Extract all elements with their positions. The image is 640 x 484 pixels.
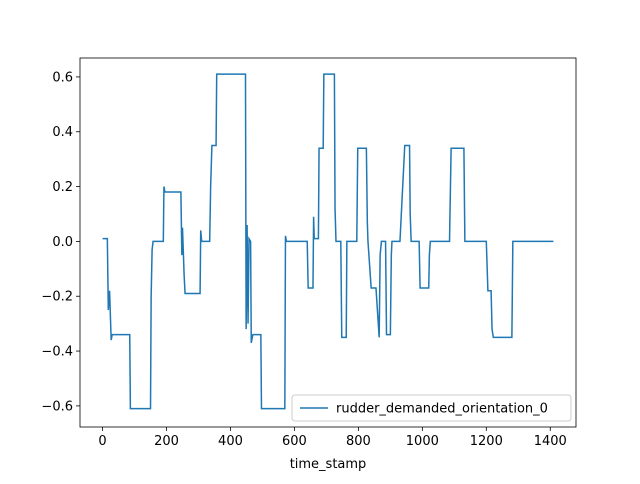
y-tick-label: 0.4: [52, 125, 73, 140]
axes-frame: [79, 57, 577, 428]
y-tick-label: 0.0: [52, 235, 73, 250]
x-tick-label: 1200: [470, 434, 503, 449]
legend-label: rudder_demanded_orientation_0: [336, 402, 548, 417]
x-tick-label: 1000: [406, 434, 439, 449]
data-line: [102, 73, 554, 410]
y-tick-label: −0.6: [41, 399, 73, 414]
legend-box: [291, 394, 572, 422]
x-tick-label: 800: [346, 434, 371, 449]
y-tick-label: −0.4: [41, 345, 73, 360]
x-tick-label: 600: [282, 434, 307, 449]
x-tick-label: 200: [154, 434, 179, 449]
y-tick-label: 0.2: [52, 180, 73, 195]
x-tick-label: 400: [218, 434, 243, 449]
x-tick-label: 1400: [534, 434, 567, 449]
x-tick-label: 0: [98, 434, 106, 449]
x-axis-label: time_stamp: [290, 457, 367, 472]
y-tick-label: 0.6: [52, 70, 73, 85]
y-tick-label: −0.2: [41, 290, 73, 305]
